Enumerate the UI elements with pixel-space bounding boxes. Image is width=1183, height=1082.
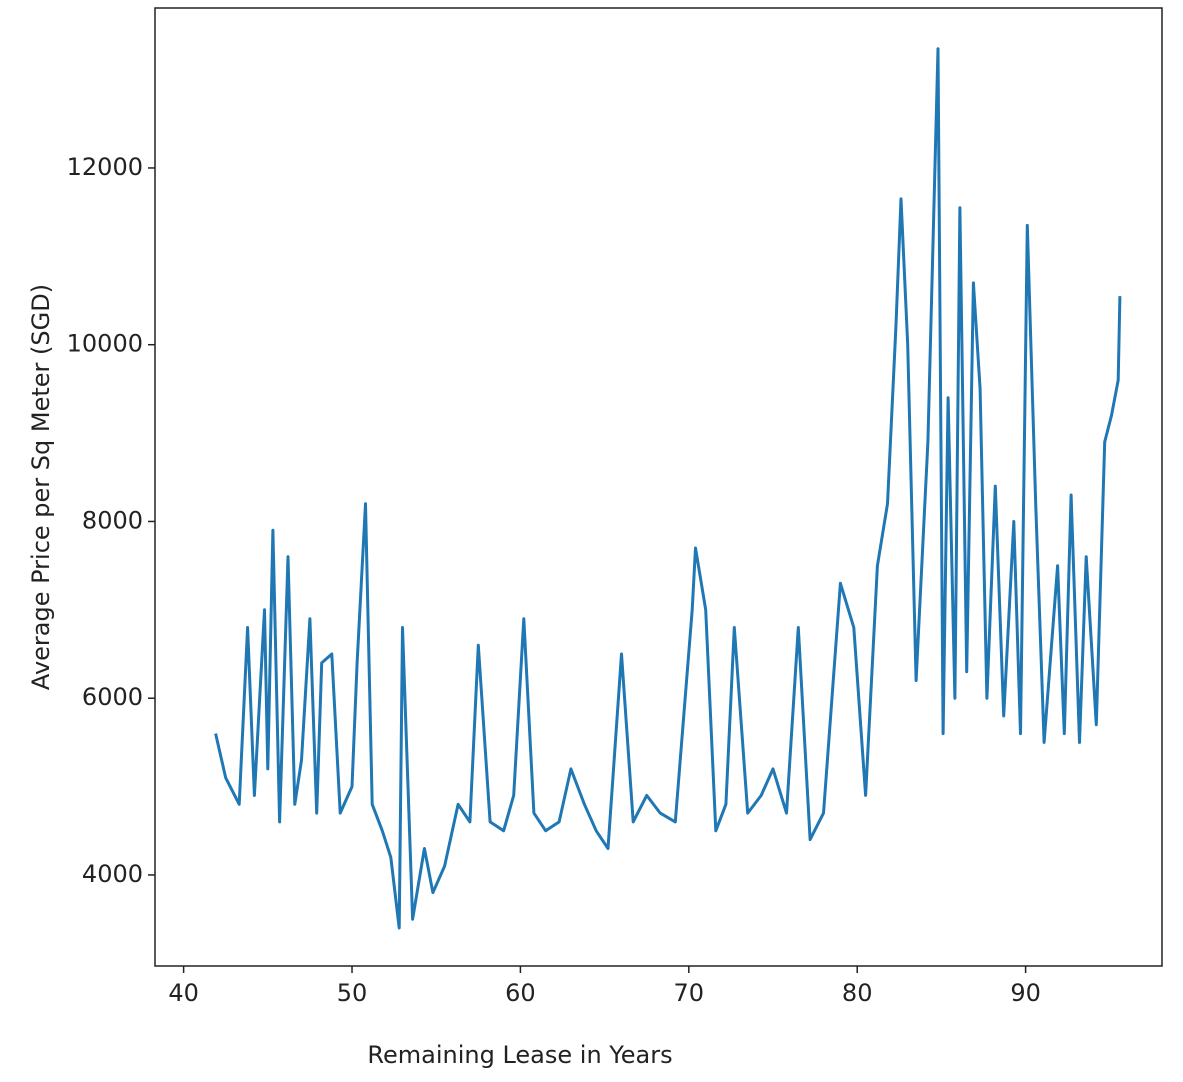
data-line <box>214 47 1122 930</box>
x-tick-label: 60 <box>505 979 536 1007</box>
x-tick-label: 90 <box>1010 979 1041 1007</box>
y-axis-label: Average Price per Sq Meter (SGD) <box>27 284 55 690</box>
x-tick-label: 40 <box>168 979 199 1007</box>
y-tick-label: 6000 <box>82 683 143 711</box>
x-tick-label: 50 <box>337 979 368 1007</box>
y-tick-label: 4000 <box>82 860 143 888</box>
x-axis-label: Remaining Lease in Years <box>367 1041 672 1069</box>
y-tick-label: 10000 <box>67 330 143 358</box>
plot-frame <box>154 7 1163 967</box>
y-tick-label: 12000 <box>67 153 143 181</box>
x-tick-label: 80 <box>842 979 873 1007</box>
x-tick-label: 70 <box>674 979 705 1007</box>
y-tick-label: 8000 <box>82 506 143 534</box>
